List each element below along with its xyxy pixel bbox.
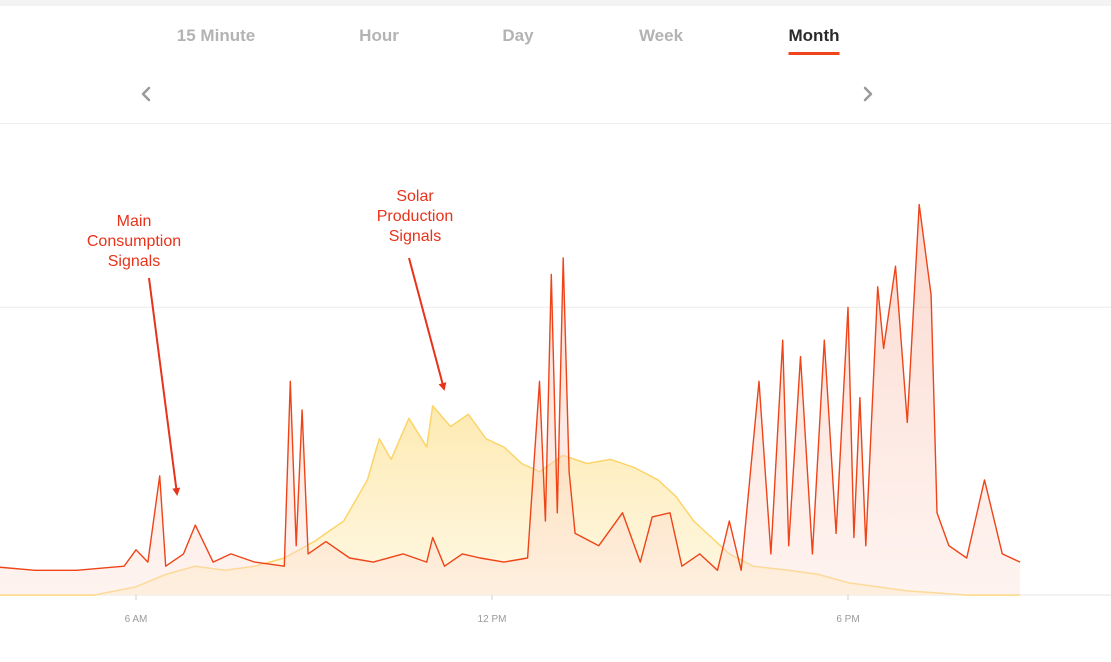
x-tick-label: 12 PM: [478, 614, 507, 625]
tab-week[interactable]: Week: [638, 26, 684, 45]
header-divider: [0, 123, 1111, 124]
solar-annotation: Solar Production Signals: [377, 188, 454, 245]
x-tick-label: 6 PM: [836, 614, 859, 625]
consumption-annotation-line: Main: [117, 213, 152, 230]
solar-annotation-line: Production: [377, 208, 454, 225]
x-tick-label: 6 AM: [125, 614, 148, 625]
solar-annotation-line: Solar: [396, 188, 434, 205]
tab-15-minute[interactable]: 15 Minute: [176, 26, 256, 45]
main-consumption-area: [0, 204, 1021, 595]
consumption-annotation-line: Consumption: [87, 233, 181, 250]
tab-month[interactable]: Month: [788, 26, 840, 55]
consumption-annotation: Main Consumption Signals: [87, 213, 181, 270]
chevron-right-icon: [863, 86, 873, 102]
tab-day[interactable]: Day: [502, 26, 534, 45]
consumption-annotation-arrow: [148, 277, 181, 496]
energy-chart: 6 AM 12 PM 6 PM Main Consumption SignalsSola…: [0, 188, 1111, 625]
solar-annotation-line: Signals: [389, 228, 441, 245]
top-strip: [0, 0, 1111, 6]
consumption-annotation-line: Signals: [108, 253, 160, 270]
solar-production-area: [0, 405, 1021, 595]
solar-annotation-arrow: [408, 257, 447, 391]
main-consumption-line: [0, 203, 1021, 571]
next-period-button[interactable]: [856, 82, 880, 106]
time-range-tabs: 15 Minute Hour Day Week Month: [0, 26, 1111, 56]
prev-period-button[interactable]: [134, 82, 158, 106]
chevron-left-icon: [141, 86, 151, 102]
tab-hour[interactable]: Hour: [359, 26, 399, 45]
